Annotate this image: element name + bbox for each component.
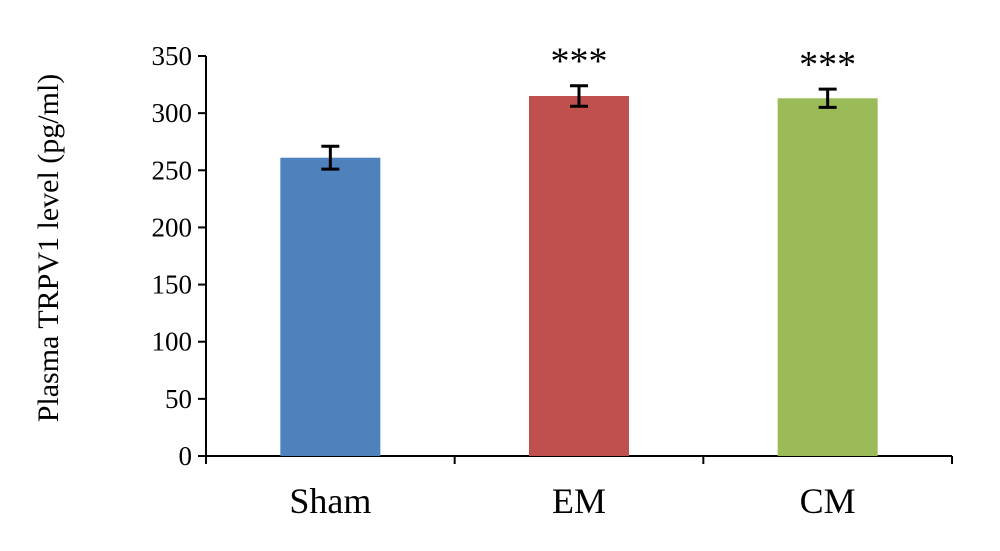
x-tick-label: EM — [552, 481, 606, 521]
chart-marks: 0 50 100 150 200 250 300 350 Sham *** EM *** CM — [152, 41, 953, 521]
significance-label: *** — [551, 41, 608, 83]
y-tick-label: 50 — [165, 384, 192, 414]
y-tick-label: 250 — [152, 155, 193, 185]
bar-cm — [777, 98, 878, 457]
y-tick-label: 0 — [179, 441, 193, 471]
y-tick-label: 350 — [152, 41, 193, 71]
y-tick-label: 100 — [152, 327, 193, 357]
y-tick-label: 300 — [152, 98, 193, 128]
bar-em — [529, 96, 629, 456]
significance-label: *** — [799, 44, 856, 86]
x-tick-label: Sham — [289, 481, 371, 521]
y-axis-label: Plasma TRPV1 level (pg/ml) — [32, 74, 65, 423]
bar-sham — [280, 157, 381, 456]
x-tick-label: CM — [800, 481, 856, 521]
y-tick-label: 150 — [152, 270, 193, 300]
y-tick-label: 200 — [152, 212, 193, 242]
